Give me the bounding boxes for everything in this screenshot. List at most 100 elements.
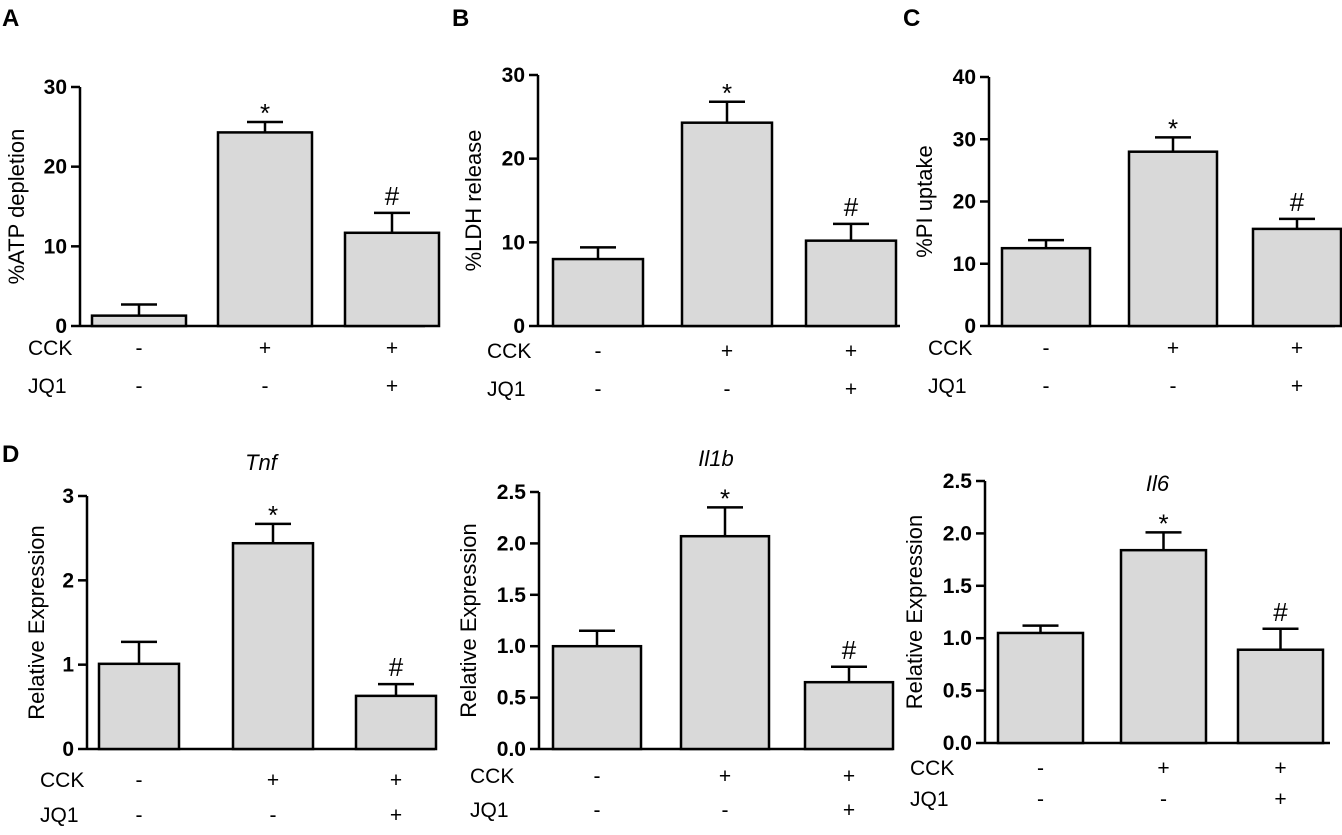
panel-5-bar-0 <box>551 644 643 751</box>
panel-3-cond-1-0: - <box>1043 375 1050 398</box>
panel-5-cond-0-2: + <box>843 765 855 788</box>
panel-2-cond-1-0: - <box>595 378 602 401</box>
panel-4-cond-1-2: + <box>390 804 402 827</box>
panel-4-cond-0-1: + <box>267 769 279 792</box>
panel-3-cond-1-1: - <box>1170 375 1177 398</box>
panel-2-cond-label-1: JQ1 <box>487 378 526 401</box>
panel-5-ytick-label-1: 0.5 <box>497 687 527 710</box>
panel-2-letter: B <box>452 5 469 32</box>
panel-6-ytick-label-2: 1.0 <box>943 627 972 650</box>
panel-5-ytick-label-4: 2.0 <box>497 532 526 555</box>
panel-3-annotation-1: * <box>1168 113 1178 143</box>
panel-3-cond-1-2: + <box>1291 375 1303 398</box>
panel-2-ylabel: %LDH release <box>461 130 486 272</box>
panel-4-cond-1-0: - <box>136 804 143 827</box>
panel-2-ytick-label-0: 0 <box>513 315 525 338</box>
panel-4-letter: D <box>2 441 19 468</box>
panel-6-ytick-label-5: 2.5 <box>943 470 973 493</box>
panel-2-bar-2 <box>804 239 898 328</box>
panel-6-annotation-2: # <box>1273 597 1288 627</box>
panel-5-ytick-label-5: 2.5 <box>497 481 527 504</box>
panel-6-ytick-label-0: 0.0 <box>943 732 972 755</box>
panel-1-cond-0-1: + <box>259 337 271 360</box>
panel-6-ytick-label-3: 1.5 <box>943 575 973 598</box>
panel-1-annotation-2: # <box>385 181 400 211</box>
panel-5-cond-0-0: - <box>594 765 601 788</box>
panel-2-ytick-label-1: 10 <box>502 231 525 254</box>
panel-2-ytick-label-2: 20 <box>502 148 525 171</box>
panel-2-ytick-label-3: 30 <box>502 64 525 87</box>
panel-1-cond-label-0: CCK <box>28 337 72 360</box>
panel-5-title: Il1b <box>698 446 733 471</box>
panel-6-title: Il6 <box>1146 471 1170 496</box>
panel-3-cond-0-1: + <box>1167 337 1179 360</box>
panel-2-cond-0-2: + <box>845 340 857 363</box>
panel-6-cond-1-1: - <box>1160 788 1167 811</box>
panel-1-ytick-label-1: 10 <box>44 235 67 258</box>
panel-1-ytick-label-2: 20 <box>44 156 67 179</box>
panel-4-ytick-label-2: 2 <box>62 569 74 592</box>
panel-1-cond-1-1: - <box>262 375 269 398</box>
panel-4-ytick-label-3: 3 <box>62 485 74 508</box>
panel-6-ytick-label-4: 2.0 <box>943 522 972 545</box>
panel-1-bar-2 <box>343 231 441 328</box>
panel-5-ytick-label-0: 0.0 <box>497 738 526 761</box>
panel-6-cond-0-2: + <box>1274 757 1286 780</box>
panel-3-ytick-label-0: 0 <box>964 315 976 338</box>
panel-6-cond-1-0: - <box>1037 788 1044 811</box>
panel-3-cond-0-0: - <box>1043 337 1050 360</box>
panel-3-ytick-label-4: 40 <box>953 66 976 89</box>
panel-5-annotation-2: # <box>842 635 857 665</box>
panel-5-ylabel: Relative Expression <box>456 523 481 717</box>
panel-3-bar-0 <box>1000 246 1092 328</box>
panel-6-cond-0-1: + <box>1157 757 1169 780</box>
panel-5-ytick-label-3: 1.5 <box>497 584 527 607</box>
panel-3-ylabel: %PI uptake <box>912 145 937 258</box>
panel-4-bar-2 <box>354 694 438 751</box>
panel-2-cond-1-2: + <box>845 378 857 401</box>
panel-3-cond-label-0: CCK <box>928 337 972 360</box>
panel-1-ylabel: %ATP depletion <box>4 129 29 285</box>
panel-5-bar-2 <box>803 680 895 751</box>
panel-2-cond-1-1: - <box>724 378 731 401</box>
panel-5-cond-1-0: - <box>594 799 601 822</box>
panel-3-cond-label-1: JQ1 <box>928 375 967 398</box>
panel-1-ytick-label-3: 30 <box>44 76 67 99</box>
panel-3-ytick-label-1: 10 <box>953 253 976 276</box>
panel-5-ytick-label-2: 1.0 <box>497 635 526 658</box>
panel-1-cond-label-1: JQ1 <box>28 375 67 398</box>
panel-2-annotation-2: # <box>844 192 859 222</box>
panel-4-ylabel: Relative Expression <box>24 525 49 719</box>
panel-1-bar-1 <box>216 131 314 328</box>
panel-2-bar-1 <box>680 121 774 328</box>
panel-4-cond-0-0: - <box>136 769 143 792</box>
panel-6-annotation-1: * <box>1158 508 1168 538</box>
panel-2-cond-0-0: - <box>595 340 602 363</box>
panel-4-bar-1 <box>231 541 315 751</box>
panel-2-cond-label-0: CCK <box>487 340 531 363</box>
panel-1-bar-0 <box>90 314 188 328</box>
panel-5-cond-1-2: + <box>843 799 855 822</box>
panel-4-cond-0-2: + <box>390 769 402 792</box>
panel-5-bar-1 <box>679 534 771 751</box>
panel-3-bar-1 <box>1127 150 1219 328</box>
panel-1-letter: A <box>2 5 19 32</box>
panel-4-cond-1-1: - <box>270 804 277 827</box>
panel-1-cond-1-0: - <box>136 375 143 398</box>
panel-4-annotation-2: # <box>389 652 404 682</box>
panel-2-annotation-1: * <box>722 78 732 108</box>
panel-3-ytick-label-2: 20 <box>953 191 976 214</box>
panel-2-bar-0 <box>551 257 645 328</box>
panel-5-cond-label-1: JQ1 <box>470 799 509 822</box>
panel-5-cond-0-1: + <box>719 765 731 788</box>
panel-5-annotation-1: * <box>720 483 730 513</box>
panel-1-cond-1-2: + <box>386 375 398 398</box>
panel-6-cond-label-1: JQ1 <box>910 788 949 811</box>
panel-4-bar-0 <box>97 662 181 751</box>
panel-6-bar-0 <box>996 631 1085 745</box>
panel-3-letter: C <box>903 5 920 32</box>
panel-5-cond-label-0: CCK <box>470 765 514 788</box>
panel-6-bar-2 <box>1236 648 1325 745</box>
panel-1-ytick-label-0: 0 <box>55 315 67 338</box>
panel-4-ytick-label-0: 0 <box>62 738 74 761</box>
